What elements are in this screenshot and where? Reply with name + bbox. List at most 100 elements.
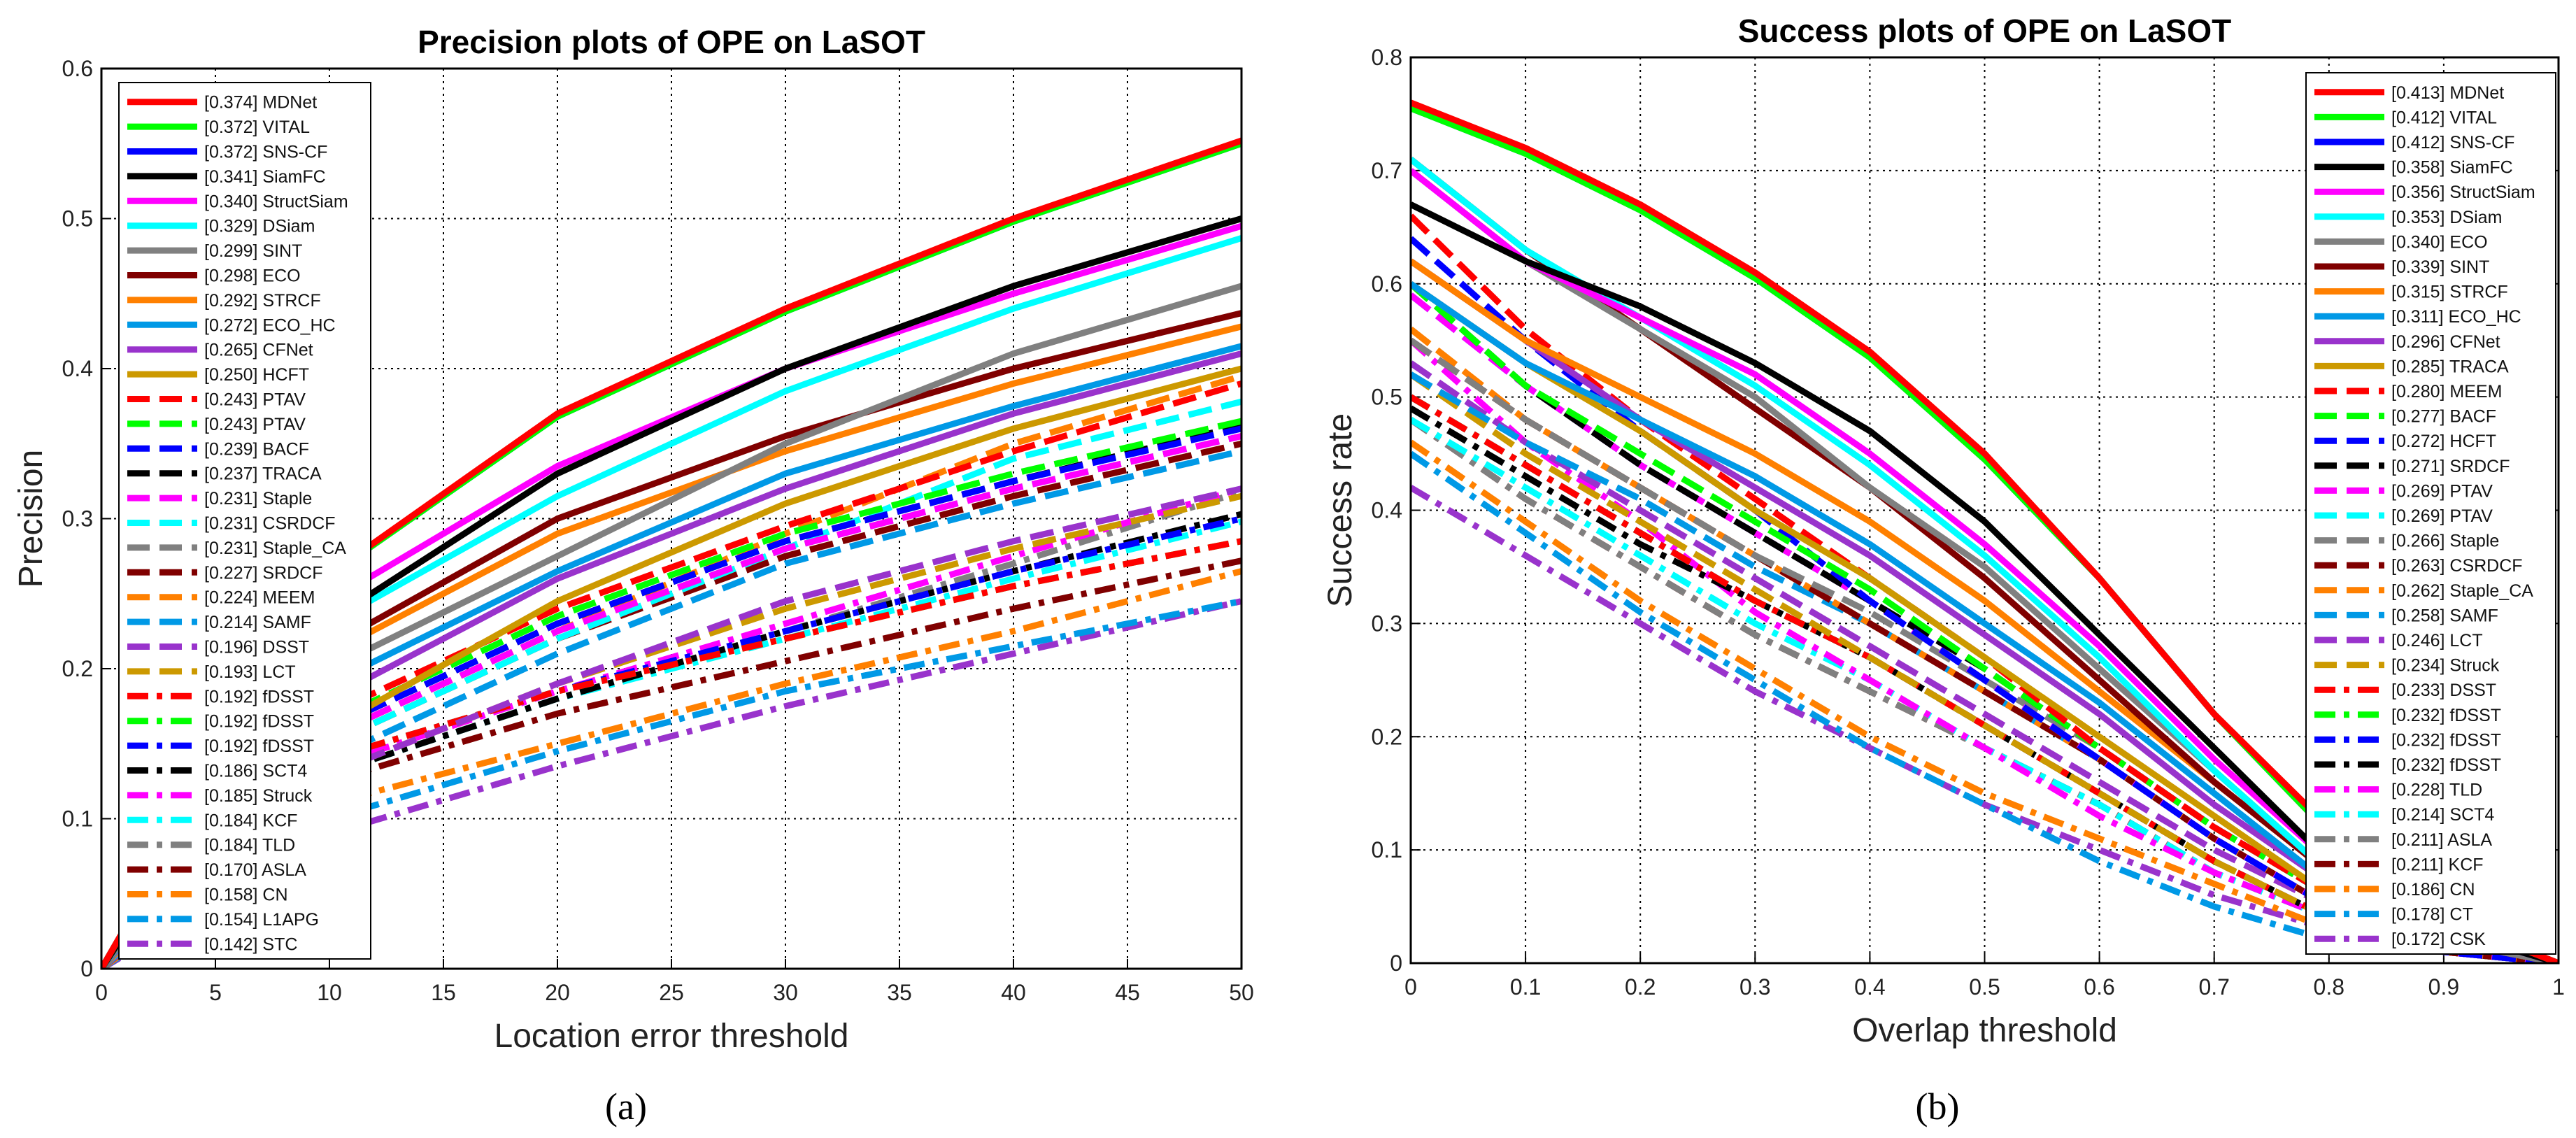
y-tick-label: 0.4 [62, 356, 93, 381]
legend-entry: [0.296] CFNet [2391, 332, 2500, 352]
legend-entry: [0.186] SCT4 [204, 762, 307, 781]
legend-entry: [0.299] SINT [204, 241, 302, 261]
x-tick-label: 0.1 [1510, 974, 1541, 1000]
legend-entry: [0.192] fDSST [204, 712, 314, 732]
legend-entry: [0.280] MEEM [2391, 382, 2502, 401]
legend-entry: [0.340] StructSiam [204, 192, 348, 211]
legend-entry: [0.243] PTAV [204, 390, 306, 410]
legend-entry: [0.211] KCF [2391, 855, 2484, 874]
precision-plot-panel: Precision plots of OPE on LaSOT Precisio… [13, 24, 1254, 1128]
legend-entry: [0.340] ECO [2391, 232, 2488, 252]
x-tick-label: 0 [95, 980, 108, 1005]
legend-entry: [0.258] SAMF [2391, 606, 2498, 625]
legend-entry: [0.372] SNS-CF [204, 143, 327, 162]
legend-entry: [0.185] Struck [204, 786, 313, 806]
legend-entry: [0.263] CSRDCF [2391, 556, 2523, 576]
panel-a-caption: (a) [605, 1086, 647, 1128]
x-tick-label: 40 [1001, 980, 1026, 1005]
legend-entry: [0.311] ECO_HC [2391, 307, 2521, 327]
success-plot-frame [1409, 56, 2560, 965]
precision-x-axis-label: Location error threshold [494, 1018, 849, 1055]
legend-entry: [0.285] TRACA [2391, 357, 2509, 376]
legend-entry: [0.339] SINT [2391, 257, 2489, 277]
y-tick-label: 0.1 [62, 806, 93, 832]
precision-plot-title: Precision plots of OPE on LaSOT [418, 24, 925, 60]
y-tick-label: 0.8 [1372, 45, 1402, 70]
x-tick-label: 0.7 [2198, 974, 2229, 1000]
y-tick-label: 0.3 [62, 506, 93, 532]
success-plot-title: Success plots of OPE on LaSOT [1738, 13, 2231, 49]
legend-entry: [0.233] DSST [2391, 681, 2496, 700]
x-tick-label: 15 [431, 980, 456, 1005]
series-line-fdsst [101, 538, 1241, 969]
x-tick-label: 25 [659, 980, 684, 1005]
success-legend: [0.413] MDNet [0.412] VITAL [0.412] SNS-CF… [2305, 72, 2556, 955]
legend-entry: [0.329] DSiam [204, 217, 315, 236]
x-tick-label: 10 [317, 980, 342, 1005]
legend-entry: [0.192] fDSST [204, 737, 314, 756]
precision-tick-labels: 0 5 10 15 20 25 30 35 40 45 50 0 0.1 0.2 0.3 0.4 0.5 0.6 [62, 56, 1254, 1005]
precision-legend: [0.374] MDNet [0.372] VITAL [0.372] SNS-CF… [118, 82, 371, 960]
y-tick-label: 0 [1390, 951, 1402, 976]
legend-entry: [0.265] CFNet [204, 341, 313, 360]
legend-entry: [0.193] LCT [204, 662, 296, 682]
legend-entry: [0.353] DSiam [2391, 208, 2502, 227]
x-tick-label: 0.4 [1854, 974, 1885, 1000]
legend-entry: [0.269] PTAV [2391, 481, 2493, 501]
legend-entry: [0.184] KCF [204, 811, 297, 830]
legend-entry: [0.272] HCFT [2391, 432, 2496, 451]
legend-entry: [0.231] Staple_CA [204, 539, 346, 558]
y-tick-label: 0.1 [1372, 837, 1402, 862]
legend-entry: [0.250] HCFT [204, 365, 309, 385]
precision-plot-frame [100, 67, 1243, 970]
legend-entry: [0.232] fDSST [2391, 730, 2501, 750]
x-tick-label: 0 [1404, 974, 1417, 1000]
legend-entry: [0.224] MEEM [204, 588, 315, 608]
y-tick-label: 0.2 [1372, 724, 1402, 749]
legend-entry: [0.211] ASLA [2391, 830, 2492, 850]
legend-entry: [0.372] VITAL [204, 118, 310, 137]
x-tick-label: 0.2 [1625, 974, 1656, 1000]
legend-entry: [0.356] StructSiam [2391, 183, 2535, 202]
x-tick-label: 1 [2552, 974, 2565, 1000]
panel-b-caption: (b) [1916, 1086, 1960, 1128]
x-tick-label: 35 [887, 980, 912, 1005]
legend-entry: [0.237] TRACA [204, 464, 322, 484]
legend-entry: [0.341] SiamFC [204, 167, 326, 187]
legend-entry: [0.358] SiamFC [2391, 158, 2513, 178]
series-line-csrdcf [101, 398, 1241, 969]
success-plot-panel: Success plots of OPE on LaSOT Success ra… [1322, 13, 2565, 1128]
x-tick-label: 20 [545, 980, 570, 1005]
legend-entry: [0.277] BACF [2391, 407, 2496, 427]
x-tick-label: 0.5 [1969, 974, 2000, 1000]
legend-entry: [0.374] MDNet [204, 93, 317, 113]
legend-entry: [0.232] fDSST [2391, 706, 2501, 725]
legend-entry: [0.154] L1APG [204, 910, 319, 930]
legend-entry: [0.269] PTAV [2391, 506, 2493, 526]
legend-entry: [0.228] TLD [2391, 781, 2482, 800]
legend-entry: [0.232] fDSST [2391, 755, 2501, 775]
legend-entry: [0.271] SRDCF [2391, 457, 2510, 476]
legend-entry: [0.170] ASLA [204, 860, 306, 880]
legend-entry: [0.172] CSK [2391, 930, 2486, 949]
x-tick-label: 5 [209, 980, 222, 1005]
legend-entry: [0.231] Staple [204, 489, 312, 508]
x-tick-label: 0.8 [2314, 974, 2344, 1000]
y-tick-label: 0.6 [62, 56, 93, 81]
precision-y-axis-label: Precision [13, 450, 50, 588]
legend-entry: [0.298] ECO [204, 266, 301, 286]
series-line-struck [101, 485, 1241, 969]
series-line-srdcf [101, 440, 1241, 969]
series-line-struck [1411, 371, 2559, 963]
legend-entry: [0.272] ECO_HC [204, 315, 336, 335]
legend-entry: [0.227] SRDCF [204, 563, 323, 583]
legend-entry: [0.186] CN [2391, 880, 2475, 899]
legend-entry: [0.239] BACF [204, 439, 309, 459]
x-tick-label: 0.3 [1739, 974, 1770, 1000]
legend-entry: [0.231] CSRDCF [204, 514, 336, 534]
success-x-axis-label: Overlap threshold [1852, 1012, 2117, 1049]
legend-entry: [0.214] SCT4 [2391, 805, 2494, 825]
legend-entry: [0.266] Staple [2391, 532, 2499, 551]
x-tick-label: 45 [1115, 980, 1140, 1005]
